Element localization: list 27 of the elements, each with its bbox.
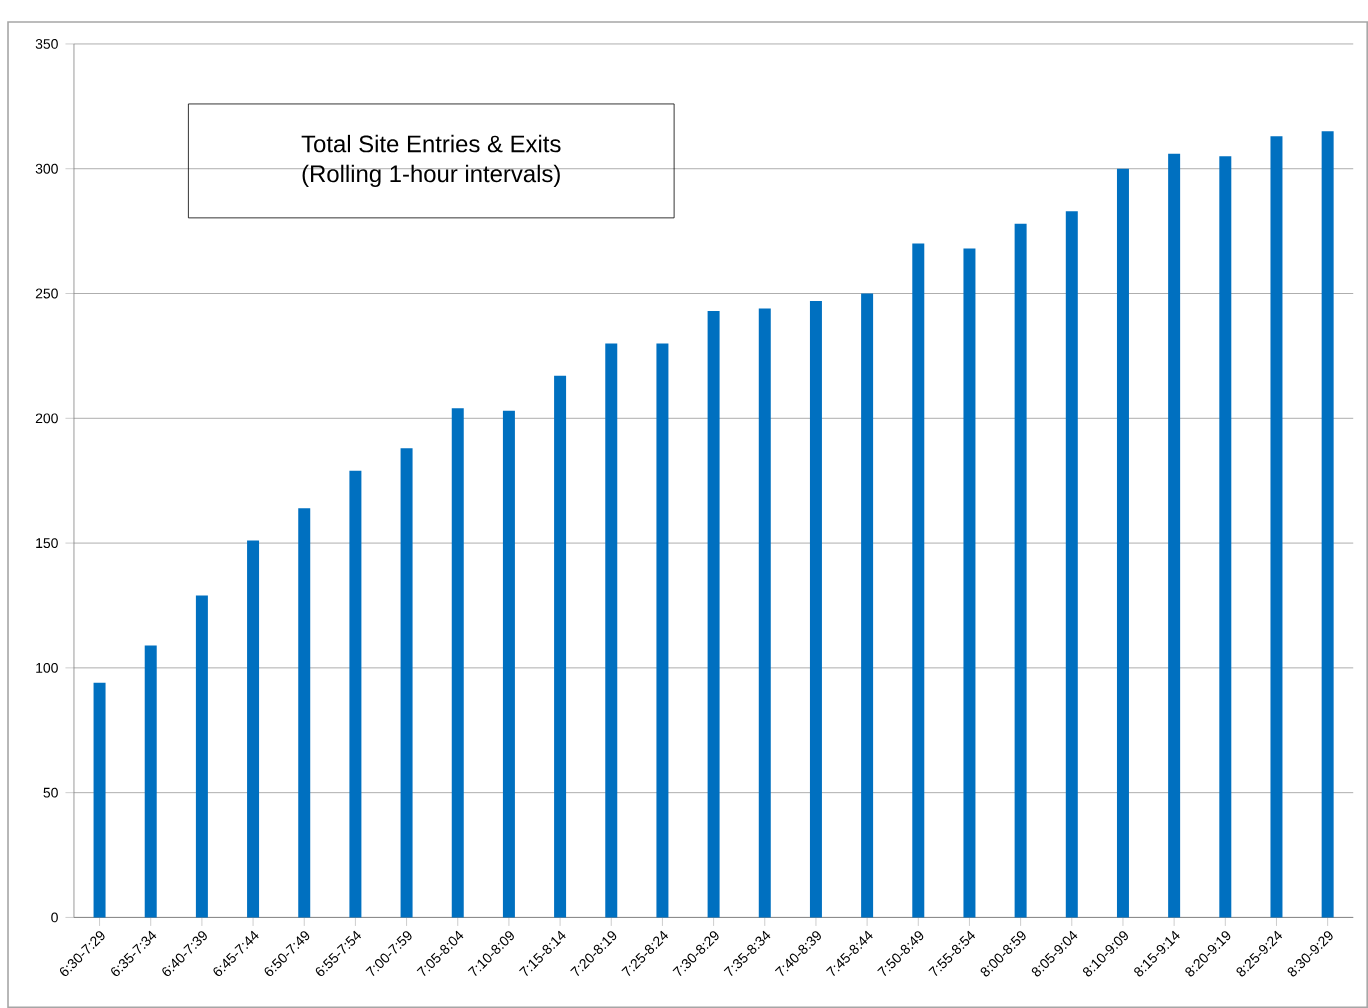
bar [605,343,618,918]
bar [861,293,874,918]
bar [1116,168,1129,918]
bar [1065,211,1078,918]
bar [707,310,720,918]
bar [247,540,260,918]
bar [1014,223,1027,918]
bar [1321,131,1334,918]
bar [1219,156,1232,918]
bar [298,508,311,918]
bar [400,448,413,918]
bar [93,682,106,918]
bar [656,343,669,918]
bar [144,645,157,918]
bar [349,470,362,918]
bar [809,300,822,918]
bar [451,408,464,918]
bar [554,375,567,918]
bar [912,243,925,918]
bar [1168,153,1181,918]
bar [502,410,515,918]
text: (Rolling 1-hour intervals) [302,164,560,187]
bar [963,248,976,918]
bar [1270,136,1283,918]
bar [758,308,771,918]
bar [195,595,208,918]
text: Total Site Entries & Exits [301,134,561,153]
